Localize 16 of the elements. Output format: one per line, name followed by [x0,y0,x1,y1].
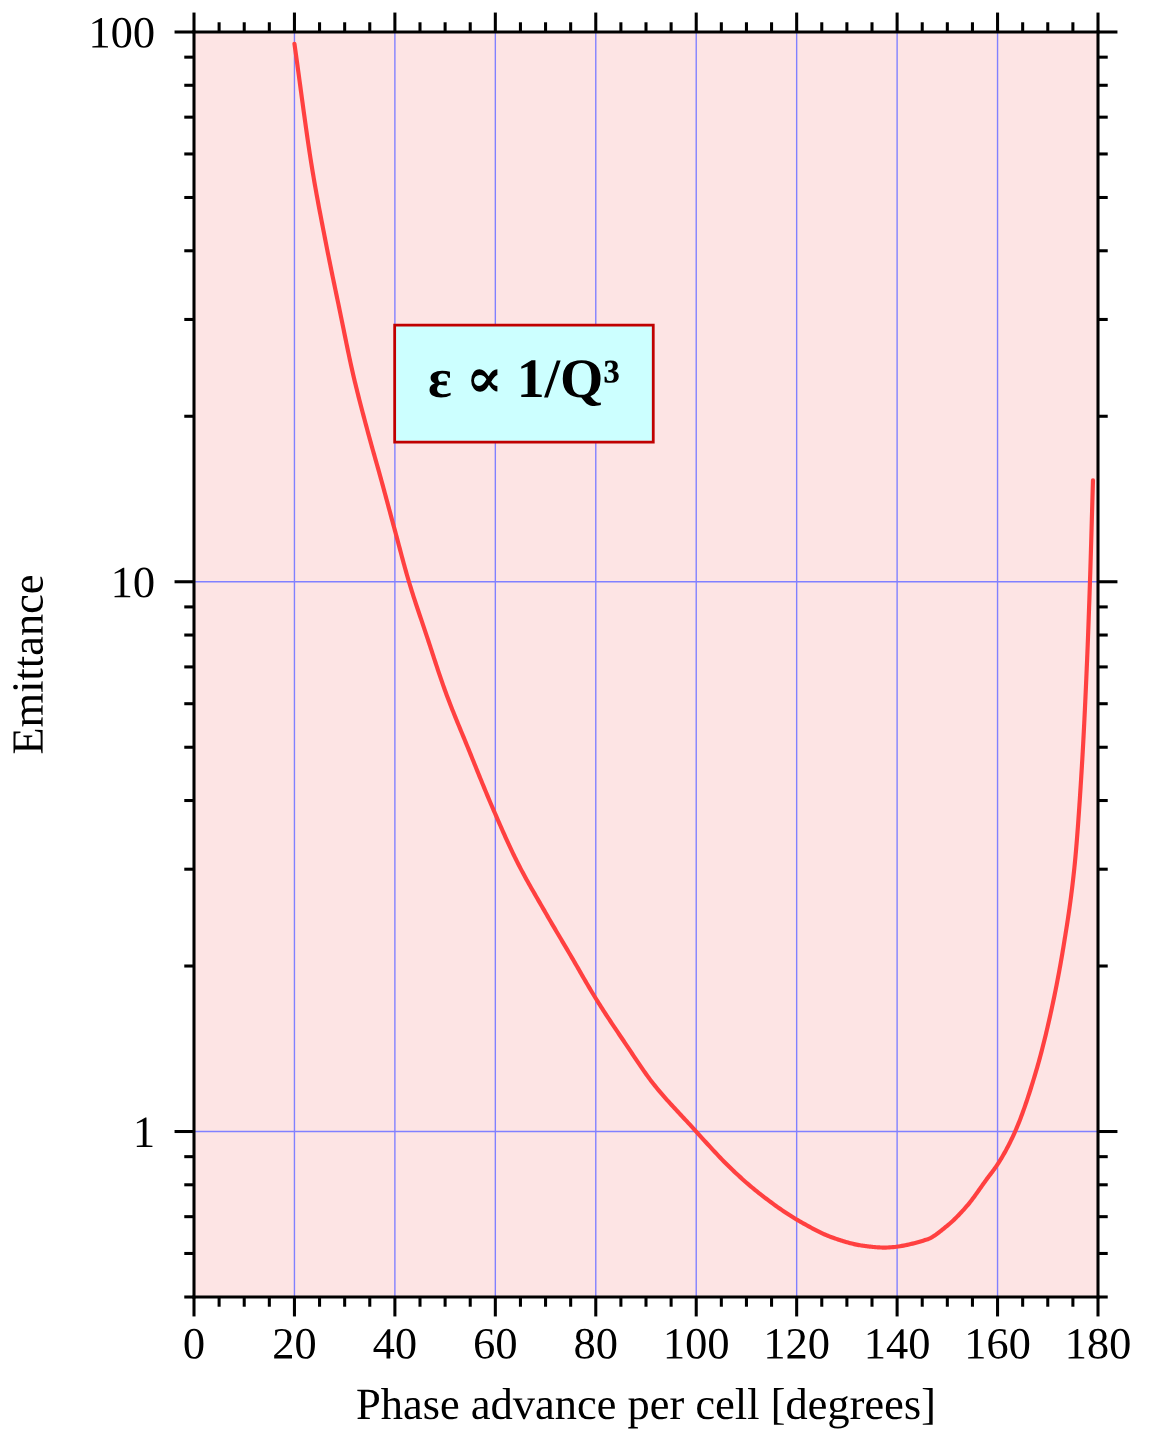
x-tick-label: 180 [1068,1328,1130,1359]
x-tick-label: 40 [373,1328,416,1359]
y-tick-label: 10 [114,567,154,598]
y-tick-label: 1 [136,1117,153,1147]
x-tick-label: 100 [666,1328,728,1359]
x-tick-label: 20 [274,1328,315,1359]
x-tick-label: 0 [184,1328,204,1359]
x-axis-title: Phase advance per cell [degrees] [357,1388,933,1429]
y-tick-label: 100 [92,17,154,48]
x-tick-label: 160 [968,1328,1030,1359]
y-axis-title: Emittance [13,575,44,754]
annotation: ε ∝ 1/Q³ [429,360,619,407]
x-tick-label: 140 [867,1328,929,1359]
x-tick-label: 60 [475,1328,516,1359]
x-tick-label: 120 [767,1328,829,1359]
x-tick-label: 80 [575,1328,617,1359]
